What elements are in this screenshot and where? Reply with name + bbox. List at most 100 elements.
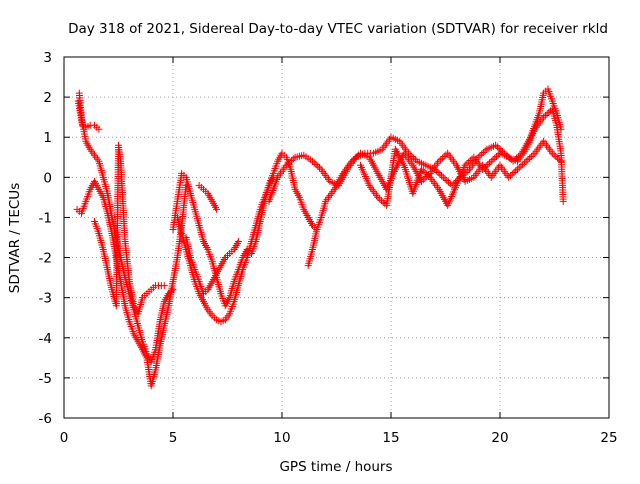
plot-frame [63, 56, 610, 419]
data-point [486, 159, 494, 167]
data-point [484, 160, 492, 168]
data-point [464, 167, 472, 175]
data-point [517, 162, 525, 170]
data-point [540, 113, 548, 121]
x-axis-label: GPS time / hours [279, 459, 392, 475]
y-tick-label: 0 [43, 170, 52, 186]
data-point [438, 172, 446, 180]
data-point [481, 147, 489, 155]
data-point [522, 157, 530, 165]
data-point [418, 177, 426, 185]
data-point [487, 157, 495, 165]
data-point [443, 177, 451, 185]
data-point [506, 172, 514, 180]
data-point [512, 167, 520, 175]
data-point [312, 160, 320, 168]
data-point [508, 170, 516, 178]
data-point [438, 154, 446, 162]
data-point [463, 160, 471, 168]
data-point [286, 158, 294, 166]
data-point [520, 159, 528, 167]
data-point [309, 157, 317, 165]
data-point [529, 151, 537, 159]
data-point [410, 154, 418, 162]
data-series [195, 181, 221, 213]
data-point [379, 198, 387, 206]
data-point [376, 195, 384, 203]
data-point [482, 162, 490, 170]
y-axis-label: SDTVAR / TECUs [7, 183, 23, 293]
y-tick-label: -2 [39, 251, 52, 267]
data-series [182, 234, 242, 298]
data-point [419, 176, 427, 184]
data-point [348, 157, 356, 165]
data-points-layer [73, 85, 567, 390]
y-tick-label: -6 [39, 411, 52, 427]
data-point [519, 160, 527, 168]
y-tick-label: -5 [39, 371, 52, 387]
data-point [284, 160, 292, 168]
data-point [445, 178, 453, 186]
data-point [489, 156, 497, 164]
data-point [495, 144, 503, 152]
data-point [441, 175, 449, 183]
data-point [350, 156, 358, 164]
data-point [493, 152, 501, 160]
data-point [527, 152, 535, 160]
x-tick-label: 10 [273, 430, 290, 446]
data-point [541, 112, 549, 120]
data-point [315, 164, 323, 172]
data-point [557, 125, 565, 133]
data-point [411, 156, 419, 164]
x-tick-label: 15 [382, 430, 399, 446]
data-point [439, 173, 447, 181]
data-point [419, 167, 427, 175]
y-tick-label: -4 [39, 331, 52, 347]
data-point [466, 156, 474, 164]
data-point [559, 197, 567, 205]
data-point [355, 151, 363, 159]
data-point [548, 149, 556, 157]
data-point [289, 155, 297, 163]
data-point [314, 162, 322, 170]
data-point [494, 151, 502, 159]
data-point [421, 169, 429, 177]
data-series [75, 89, 177, 366]
data-point [440, 152, 448, 160]
data-point [288, 156, 296, 164]
data-point [377, 197, 385, 205]
data-point [479, 165, 487, 173]
data-point [282, 161, 290, 169]
data-point [435, 157, 443, 165]
y-tick-label: 2 [43, 90, 52, 106]
data-series [73, 177, 190, 390]
y-tick-label: 1 [43, 130, 52, 146]
data-series [91, 141, 168, 318]
data-point [418, 165, 426, 173]
data-series [356, 105, 567, 209]
data-point [476, 152, 484, 160]
data-point [526, 154, 534, 162]
y-tick-label: -3 [39, 291, 52, 307]
data-point [524, 156, 532, 164]
data-point [310, 159, 318, 167]
data-point [437, 156, 445, 164]
data-point [543, 110, 551, 118]
data-point [497, 146, 505, 154]
y-tick-label: 3 [43, 50, 52, 66]
data-point [436, 170, 444, 178]
x-tick-label: 25 [600, 430, 617, 446]
data-point [423, 170, 431, 178]
data-point [424, 172, 432, 180]
data-point [545, 108, 553, 116]
data-point [480, 164, 488, 172]
data-point [550, 151, 558, 159]
data-point [513, 165, 521, 173]
data-point [461, 161, 469, 169]
x-tick-label: 5 [169, 430, 178, 446]
data-point [505, 173, 513, 181]
y-tick-label: -1 [39, 210, 52, 226]
